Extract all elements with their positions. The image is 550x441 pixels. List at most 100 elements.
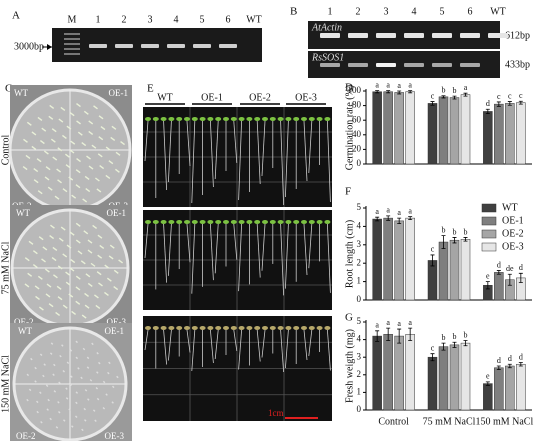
seedling	[82, 347, 86, 351]
seedling	[86, 155, 91, 160]
seedling	[55, 426, 59, 429]
root	[168, 120, 172, 183]
seedling	[38, 236, 44, 241]
error-bar	[408, 216, 413, 220]
root	[214, 223, 219, 274]
band	[141, 44, 159, 48]
seedling	[34, 380, 37, 383]
band	[404, 63, 424, 67]
seedling	[75, 401, 78, 405]
seedling	[69, 112, 75, 117]
line-label: OE-3	[295, 92, 317, 103]
plate-label: OE-3	[105, 431, 125, 441]
seedling	[54, 195, 60, 200]
seedling	[102, 380, 106, 384]
seedling	[42, 374, 45, 378]
leaf	[176, 117, 183, 121]
leaf	[301, 117, 307, 121]
y-tick-label: 40	[352, 129, 362, 139]
seedling	[50, 138, 56, 143]
y-tick-label: 1	[357, 276, 362, 286]
seedling	[34, 285, 40, 290]
seedling	[50, 342, 54, 345]
seedling	[27, 272, 33, 277]
seedling	[57, 265, 63, 270]
error-bar	[463, 340, 468, 347]
significance-letter: d	[497, 356, 501, 365]
root	[256, 329, 261, 362]
seedling	[116, 375, 119, 379]
seedling	[46, 408, 49, 411]
y-tick-label: 100	[348, 85, 362, 95]
lane-label: 4	[174, 14, 179, 25]
seedling	[70, 140, 76, 145]
leaf	[145, 326, 151, 330]
root	[327, 223, 331, 293]
size-label: 612bp	[505, 30, 530, 41]
band	[219, 44, 237, 48]
seedling	[98, 361, 101, 365]
leaf	[293, 326, 300, 330]
leaf	[238, 220, 245, 224]
root	[186, 120, 191, 167]
plate-label: WT	[18, 326, 32, 336]
y-tick-label: 4	[357, 220, 362, 230]
lane-label: M	[68, 14, 77, 25]
seedling	[111, 125, 117, 130]
leaf	[277, 326, 284, 330]
seedling	[34, 366, 37, 370]
seedling	[98, 282, 103, 287]
leaf	[168, 220, 175, 224]
seedling	[84, 292, 89, 297]
seedling	[41, 127, 47, 132]
seedling	[52, 373, 55, 377]
root	[303, 329, 308, 361]
leaf	[262, 117, 268, 121]
leaf	[215, 220, 222, 224]
significance-letter: a	[386, 80, 390, 89]
band	[348, 33, 368, 38]
root	[280, 223, 284, 296]
seedling	[37, 116, 43, 122]
seedling	[62, 253, 68, 258]
plate-label: OE-2	[16, 431, 36, 441]
leaf	[308, 326, 315, 330]
lane-label: 3	[384, 6, 389, 17]
band	[488, 33, 508, 38]
seedling	[75, 169, 81, 174]
leaf	[285, 117, 292, 121]
seedling	[31, 131, 37, 136]
seedling	[95, 387, 99, 390]
seedling	[31, 145, 37, 151]
leaf	[238, 117, 245, 121]
seedling	[90, 262, 96, 267]
leaf	[293, 117, 300, 121]
seedling	[68, 408, 71, 411]
error-bar	[518, 272, 523, 283]
seedling	[39, 139, 45, 145]
seedling	[88, 130, 94, 135]
seedling	[99, 165, 105, 170]
significance-letter: b	[442, 333, 446, 342]
seedling	[106, 277, 112, 282]
seedling	[91, 144, 97, 149]
seedling	[120, 140, 125, 146]
panel-label: C	[5, 83, 12, 95]
seedling	[105, 174, 111, 180]
root	[163, 223, 167, 283]
leaf	[246, 326, 253, 330]
significance-letter: b	[453, 227, 457, 236]
seedling	[82, 198, 88, 203]
seedling	[58, 381, 61, 384]
y-tick-label: 3	[357, 351, 362, 361]
error-bar	[496, 101, 501, 107]
root	[191, 120, 196, 204]
bar	[505, 103, 515, 165]
bar	[383, 217, 393, 301]
x-tick-label: Control	[378, 416, 409, 427]
significance-letter: d	[519, 352, 523, 361]
seedling	[105, 146, 111, 151]
significance-letter: b	[464, 227, 468, 236]
error-bar	[430, 353, 435, 362]
leaf	[285, 220, 292, 224]
